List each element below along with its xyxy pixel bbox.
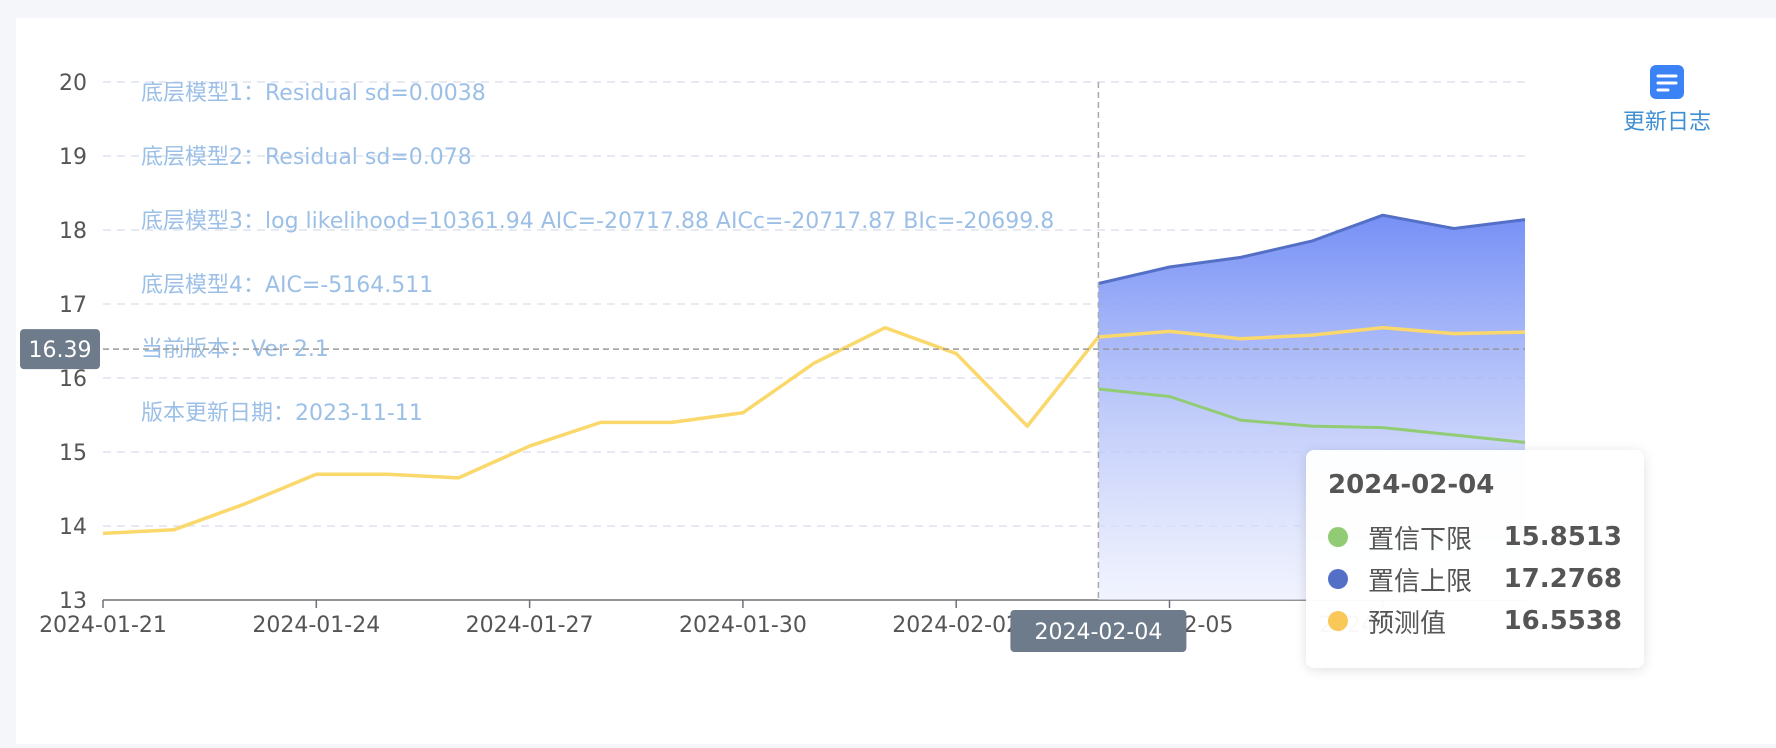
note-update-date: 版本更新日期：2023-11-11 [141,401,423,426]
y-tick-label: 16 [59,367,87,392]
y-tick-label: 15 [59,441,87,466]
note-model-1: 底层模型1：Residual sd=0.0038 [141,81,486,106]
x-tick-label: 2024-02-02 [892,613,1020,638]
model-notes: 底层模型1：Residual sd=0.0038 底层模型2：Residual … [141,81,1054,426]
changelog-label: 更新日志 [1622,110,1711,135]
x-tick-label: 2024-01-24 [252,613,380,638]
tooltip-row-value: 15.8513 [1503,522,1622,552]
legend-dot-lower [1328,527,1348,547]
tooltip-date: 2024-02-04 [1328,470,1495,500]
axis-pointer-x-label: 2024-02-04 [1034,620,1162,645]
tooltip-row-name: 预测值 [1368,608,1447,639]
x-axis: 2024-01-21 2024-01-24 2024-01-27 2024-01-30… [39,599,1525,638]
axis-pointer-x-box [1010,610,1187,652]
axis-pointer: 16.39 2024-02-04 [20,82,1525,652]
y-tick-label: 19 [59,145,87,170]
note-model-2: 底层模型2：Residual sd=0.078 [141,145,472,170]
y-tick-label: 18 [59,219,87,244]
y-tick-label: 17 [59,293,87,318]
tooltip-row-forecast: 预测值 16.5538 [1328,600,1622,642]
tooltip-row-name: 置信上限 [1368,566,1473,597]
series-line-lower [1098,387,1526,444]
changelog-button[interactable]: 更新日志 [1612,62,1722,136]
note-model-3: 底层模型3：log likelihood=10361.94 AIC=-20717… [141,209,1054,234]
y-tick-label: 20 [59,71,87,96]
y-tick-label: 13 [59,589,87,614]
tooltip-row-value: 16.5538 [1503,606,1622,636]
x-tick-label: 2024-01-30 [679,613,807,638]
tooltip-row-name: 置信下限 [1368,524,1473,555]
series-line-upper [1098,213,1526,285]
tooltip: 2024-02-04 置信下限 15.8513 置信上限 17.2768 预测值… [1306,450,1644,668]
y-axis: 13 14 15 16 17 18 19 20 [59,71,87,614]
x-tick-label: 2024-01-21 [39,613,167,638]
x-tick-label: 2024-01-27 [466,613,594,638]
tooltip-row-value: 17.2768 [1503,564,1622,594]
document-icon [1650,65,1684,99]
axis-pointer-y-box [20,329,100,370]
axis-pointer-y-label: 16.39 [29,338,92,363]
chart-panel: 13 14 15 16 17 18 19 20 2024-01-21 2024-01-24 202… [16,18,1776,744]
legend-dot-upper [1328,569,1348,589]
tooltip-row-lower: 置信下限 15.8513 [1328,516,1622,558]
series-lines [102,213,1526,536]
series-line-forecast [102,325,1526,536]
note-model-4: 底层模型4：AIC=-5164.511 [141,273,433,298]
tooltip-row-upper: 置信上限 17.2768 [1328,558,1622,600]
legend-dot-forecast [1328,611,1348,631]
y-tick-label: 14 [59,515,87,540]
